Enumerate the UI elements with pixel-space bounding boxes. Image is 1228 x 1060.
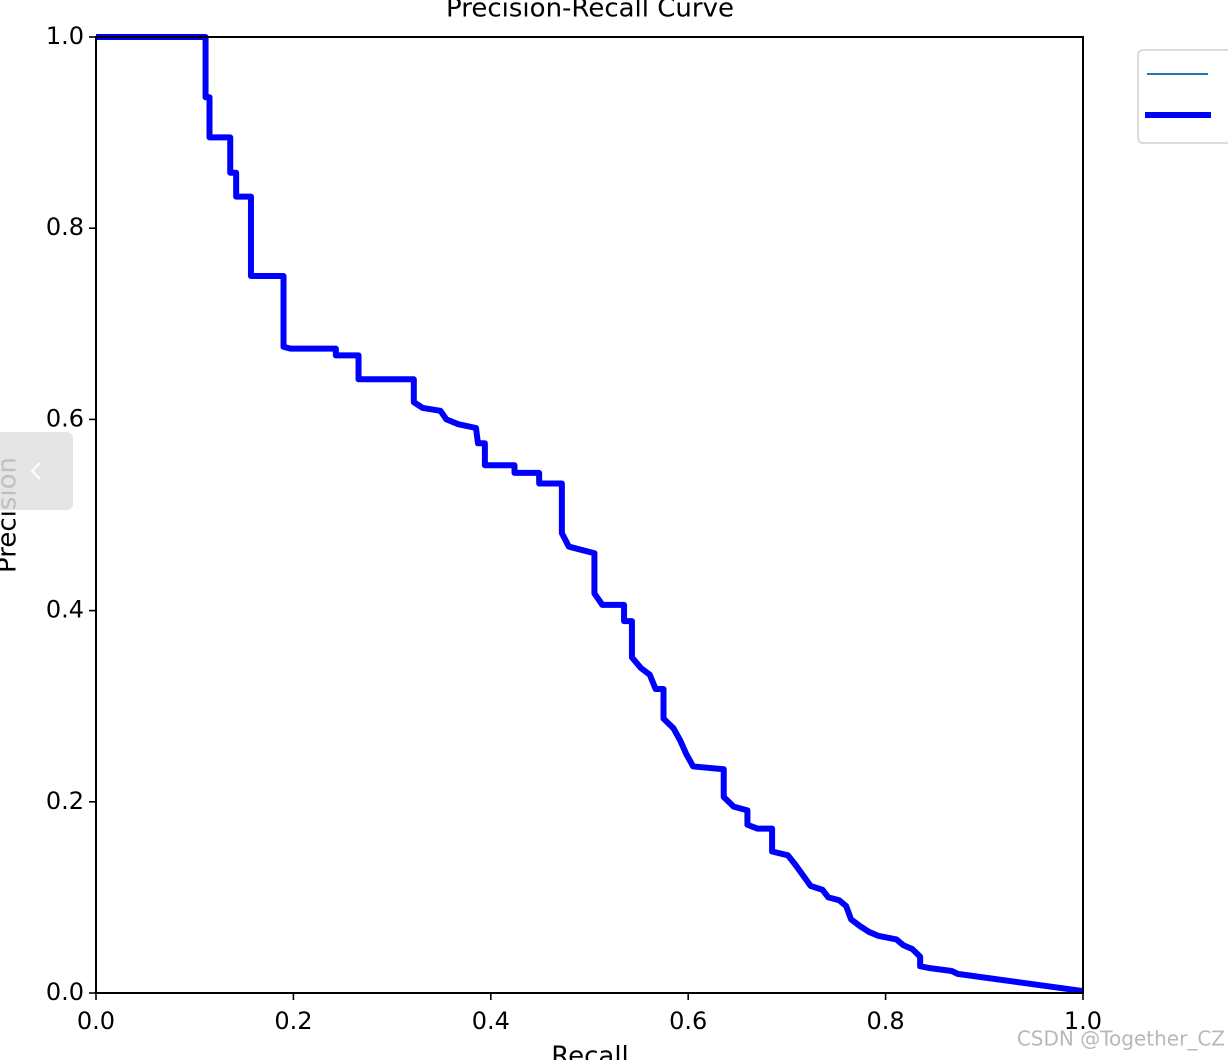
back-button[interactable]	[0, 432, 73, 510]
legend-box	[1137, 49, 1228, 144]
x-tick-label: 0.2	[274, 1007, 312, 1035]
y-tick-label: 0.2	[46, 787, 84, 815]
x-tick-label: 0.6	[669, 1007, 707, 1035]
watermark: CSDN @Together_CZ	[1017, 1027, 1225, 1051]
y-tick-label: 0.4	[46, 596, 84, 624]
legend	[1137, 49, 1228, 144]
x-tick-label: 0.4	[472, 1007, 510, 1035]
x-tick-label: 1.0	[1064, 1007, 1102, 1035]
y-tick-label: 0.0	[46, 978, 84, 1006]
back-icon	[30, 462, 41, 480]
x-tick-label: 0.8	[867, 1007, 905, 1035]
x-tick-label: 0.0	[77, 1007, 115, 1035]
x-axis-label: Recall	[551, 1042, 629, 1060]
y-tick-label: 0.8	[46, 213, 84, 241]
chart-title: Precision-Recall Curve	[446, 0, 734, 24]
plot-frame	[95, 36, 1084, 994]
y-tick-label: 1.0	[46, 22, 84, 50]
y-tick-label: 0.6	[46, 404, 84, 432]
pr-curve	[96, 34, 1084, 995]
